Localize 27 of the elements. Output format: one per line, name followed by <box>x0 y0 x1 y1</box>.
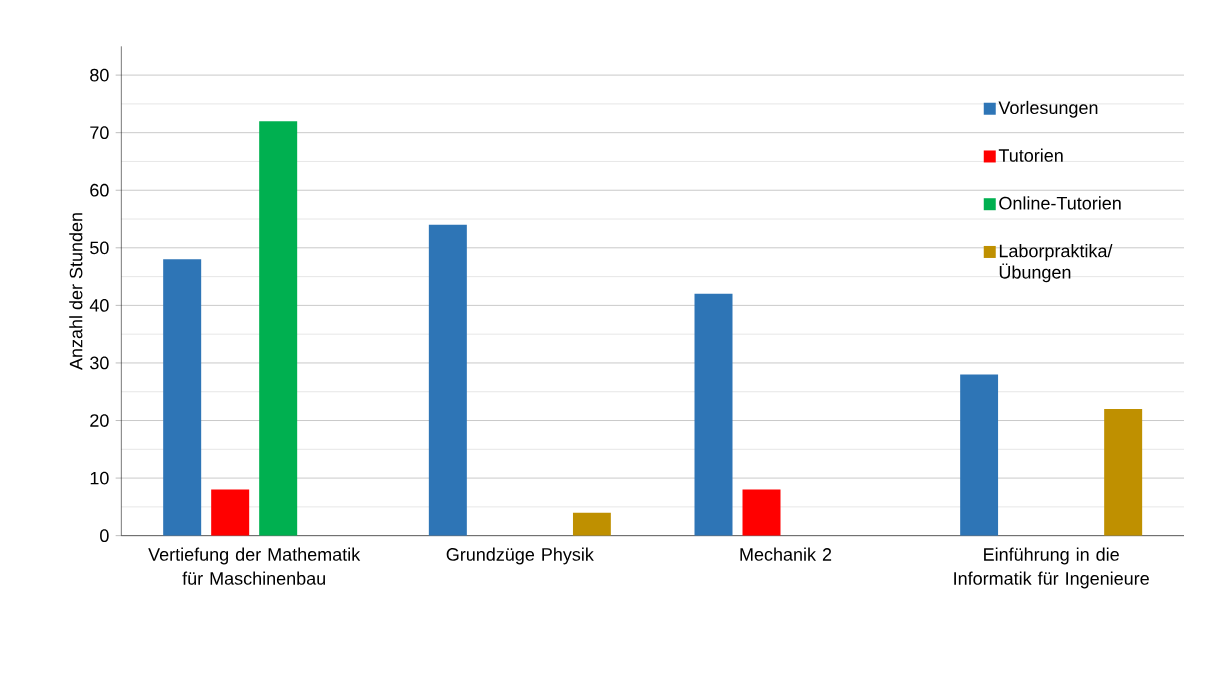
y-tick-label: 40 <box>89 299 109 312</box>
bar <box>960 374 999 536</box>
y-tick-label: 0 <box>100 529 109 543</box>
y-tick-label: 70 <box>90 126 109 140</box>
x-tick-label: Einführung in die Informatik für Ingenieure <box>954 547 1149 589</box>
bar <box>259 121 298 536</box>
legend-label: Vorlesungen <box>998 100 1098 118</box>
legend-label: Tutorien <box>998 148 1063 162</box>
x-tick-label: Mechanik 2 <box>740 547 832 561</box>
y-tick-label: 30 <box>90 356 109 370</box>
legend-label: Online-Tutorien <box>999 196 1121 210</box>
bar <box>572 512 611 536</box>
y-tick-label: 80 <box>90 68 109 82</box>
bar <box>742 489 781 536</box>
bar <box>211 489 250 536</box>
bar <box>1104 409 1143 536</box>
bar <box>163 259 202 536</box>
y-tick-label: 50 <box>90 241 109 255</box>
y-axis-title: Anzahl der Stunden <box>69 213 83 370</box>
legend-label: Laborpraktika/ Übungen <box>999 244 1113 283</box>
bar <box>694 293 733 536</box>
x-tick-label: Grundzüge Physik <box>446 547 594 565</box>
x-tick-label: Vertiefung der Mathematik für Maschinenbau <box>148 547 361 585</box>
y-tick-label: 60 <box>90 183 109 197</box>
y-tick-label: 10 <box>90 471 109 485</box>
y-tick-label: 20 <box>90 414 109 427</box>
bar <box>428 224 467 536</box>
